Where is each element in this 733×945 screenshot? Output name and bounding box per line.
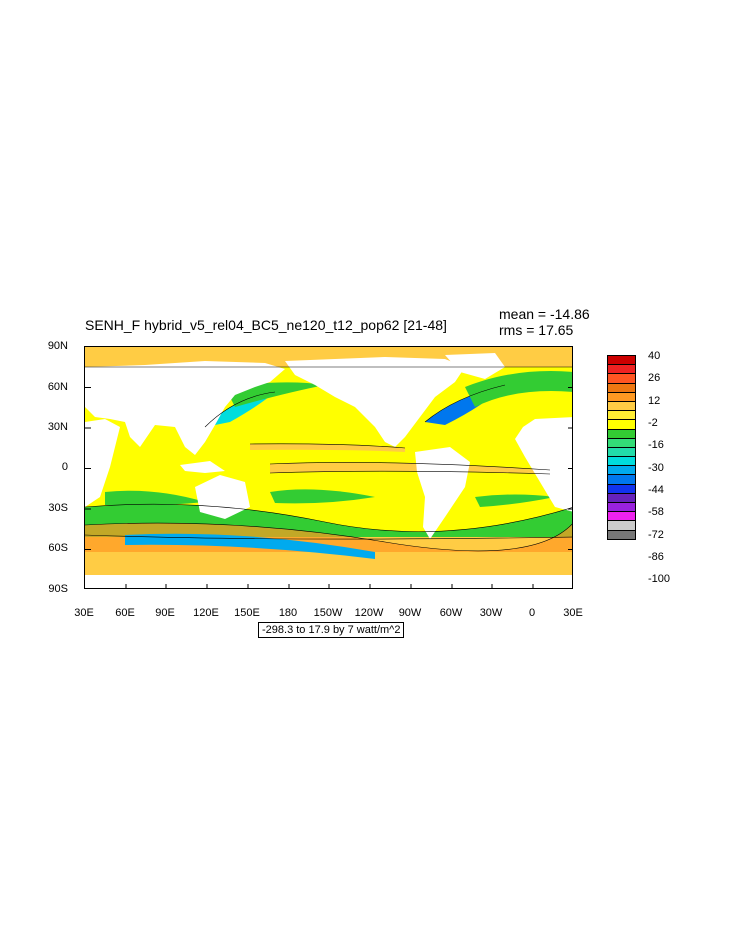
- land-africa-east: [515, 417, 572, 512]
- southern-ocean-blue: [125, 533, 375, 559]
- lon-label-120w: 120W: [354, 607, 384, 619]
- lat-label-90s: 90S: [48, 583, 68, 595]
- colorbar-label-40: 40: [648, 350, 661, 362]
- colorbar-label-neg16: -16: [648, 439, 664, 451]
- axis-ticks: [85, 387, 572, 588]
- mean-value: mean = -14.86: [499, 306, 590, 322]
- lat-label-30n: 30N: [47, 421, 68, 433]
- colorbar-label-neg100: -100: [648, 573, 671, 585]
- land-north-america: [285, 357, 465, 447]
- lat-label-60s: 60S: [48, 542, 68, 554]
- plot-title: SENH_F hybrid_v5_rel04_BC5_ne120_t12_pop…: [85, 317, 447, 333]
- land-indonesia: [180, 461, 225, 473]
- lon-label-30w: 30W: [479, 607, 503, 619]
- colorbar: [607, 355, 636, 540]
- land-eurasia: [85, 361, 285, 455]
- lat-label-60n: 60N: [47, 381, 68, 393]
- lon-label-150w: 150W: [313, 607, 343, 619]
- colorbar-label-neg2: -2: [648, 417, 658, 429]
- map-panel: [84, 346, 573, 589]
- equatorial-band-2: [250, 443, 405, 452]
- lon-label-0: 0: [528, 607, 536, 619]
- colorbar-label-neg30: -30: [648, 462, 664, 474]
- lon-label-60e: 60E: [115, 607, 135, 619]
- land-africa: [85, 419, 120, 507]
- equatorial-band: [270, 462, 550, 474]
- contour-lines: [85, 366, 572, 552]
- lat-label-0: 0: [61, 461, 68, 473]
- lon-label-60w: 60W: [439, 607, 463, 619]
- colorbar-box: [607, 529, 636, 540]
- colorbar-label-neg58: -58: [648, 506, 664, 518]
- lat-label-30s: 30S: [48, 502, 68, 514]
- land-greenland: [445, 353, 505, 379]
- colorbar-label-26: 26: [648, 372, 661, 384]
- colorbar-label-neg44: -44: [648, 484, 664, 496]
- colorbar-label-12: 12: [648, 395, 661, 407]
- lon-label-90e: 90E: [155, 607, 175, 619]
- map-contours: [85, 347, 572, 588]
- south-atlantic-green: [475, 494, 555, 507]
- lon-label-30e-right: 30E: [563, 607, 583, 619]
- lon-label-30e: 30E: [74, 607, 94, 619]
- land-south-america: [415, 447, 470, 539]
- contour-range-label: -298.3 to 17.9 by 7 watt/m^2: [258, 622, 405, 638]
- lat-label-90n: 90N: [47, 340, 68, 352]
- colorbar-label-neg86: -86: [648, 551, 664, 563]
- north-atlantic-green: [465, 371, 572, 407]
- south-pacific-green: [270, 489, 375, 504]
- lon-label-180: 180: [278, 607, 298, 619]
- lon-label-150e: 150E: [234, 607, 260, 619]
- colorbar-label-neg72: -72: [648, 529, 664, 541]
- rms-value: rms = 17.65: [499, 322, 574, 338]
- lon-label-120e: 120E: [193, 607, 219, 619]
- lon-label-90w: 90W: [398, 607, 422, 619]
- indian-ocean-green: [105, 490, 205, 506]
